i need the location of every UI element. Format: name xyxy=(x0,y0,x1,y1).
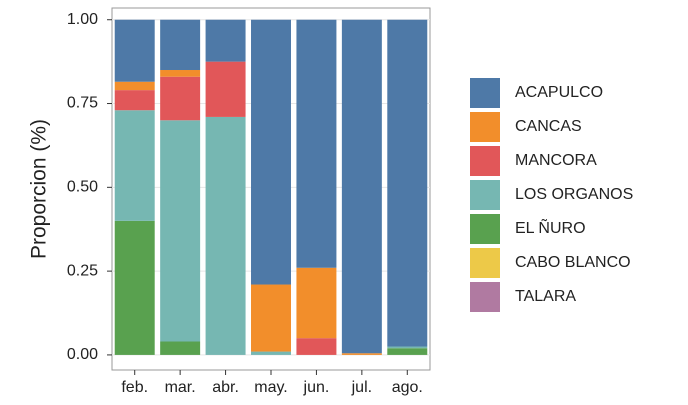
legend-label: CANCAS xyxy=(515,118,582,135)
y-tick-label: 0.50 xyxy=(67,179,98,196)
legend-key xyxy=(470,180,500,210)
x-tick-label: ago. xyxy=(392,379,423,396)
legend-key xyxy=(470,214,500,244)
y-tick-label: 1.00 xyxy=(67,11,98,28)
bar-segment xyxy=(251,19,291,285)
bar-segment xyxy=(114,90,155,111)
bar-segment xyxy=(160,120,201,342)
bar-segment xyxy=(160,70,201,77)
bar-segment xyxy=(205,61,246,117)
y-axis-title: Proporcion (%) xyxy=(28,119,51,259)
bar-segment xyxy=(114,110,155,221)
legend-key xyxy=(470,112,500,142)
bar-segment xyxy=(296,267,337,339)
y-tick-label: 0.00 xyxy=(67,346,98,363)
bar-segment xyxy=(251,284,291,352)
bar-segment xyxy=(251,351,291,355)
bar-segment xyxy=(160,19,201,71)
bar-segment xyxy=(341,19,382,354)
legend-key xyxy=(470,282,500,312)
legend-key xyxy=(470,78,500,108)
legend-label: MANCORA xyxy=(515,152,597,169)
bar-segment xyxy=(160,76,201,121)
bar-segment xyxy=(205,116,246,355)
legend-label: LOS ORGANOS xyxy=(515,186,633,203)
legend-label: EL ÑURO xyxy=(515,217,586,237)
bar-segment xyxy=(387,346,428,349)
x-tick-label: feb. xyxy=(121,379,148,396)
bar-segment xyxy=(114,220,155,355)
bar-segment xyxy=(205,19,246,62)
bar-segment xyxy=(387,19,428,347)
bar-segment xyxy=(114,81,155,91)
bar-segment xyxy=(387,348,428,355)
x-tick-label: may. xyxy=(254,379,287,396)
y-tick-label: 0.75 xyxy=(67,95,98,112)
bar-segment xyxy=(160,341,201,355)
x-tick-label: jun. xyxy=(303,379,330,396)
x-tick-label: abr. xyxy=(212,379,239,396)
x-tick-label: jul. xyxy=(351,379,372,396)
y-tick-label: 0.25 xyxy=(67,262,98,279)
bar-segment xyxy=(341,353,382,355)
bar-segment xyxy=(296,19,337,268)
x-tick-label: mar. xyxy=(165,379,196,396)
legend-key xyxy=(470,248,500,278)
bar-segment xyxy=(114,19,155,82)
legend-key xyxy=(470,146,500,176)
legend-label: ACAPULCO xyxy=(515,84,603,101)
legend-label: TALARA xyxy=(515,288,576,305)
bar-segment xyxy=(296,338,337,355)
legend-label: CABO BLANCO xyxy=(515,254,631,271)
